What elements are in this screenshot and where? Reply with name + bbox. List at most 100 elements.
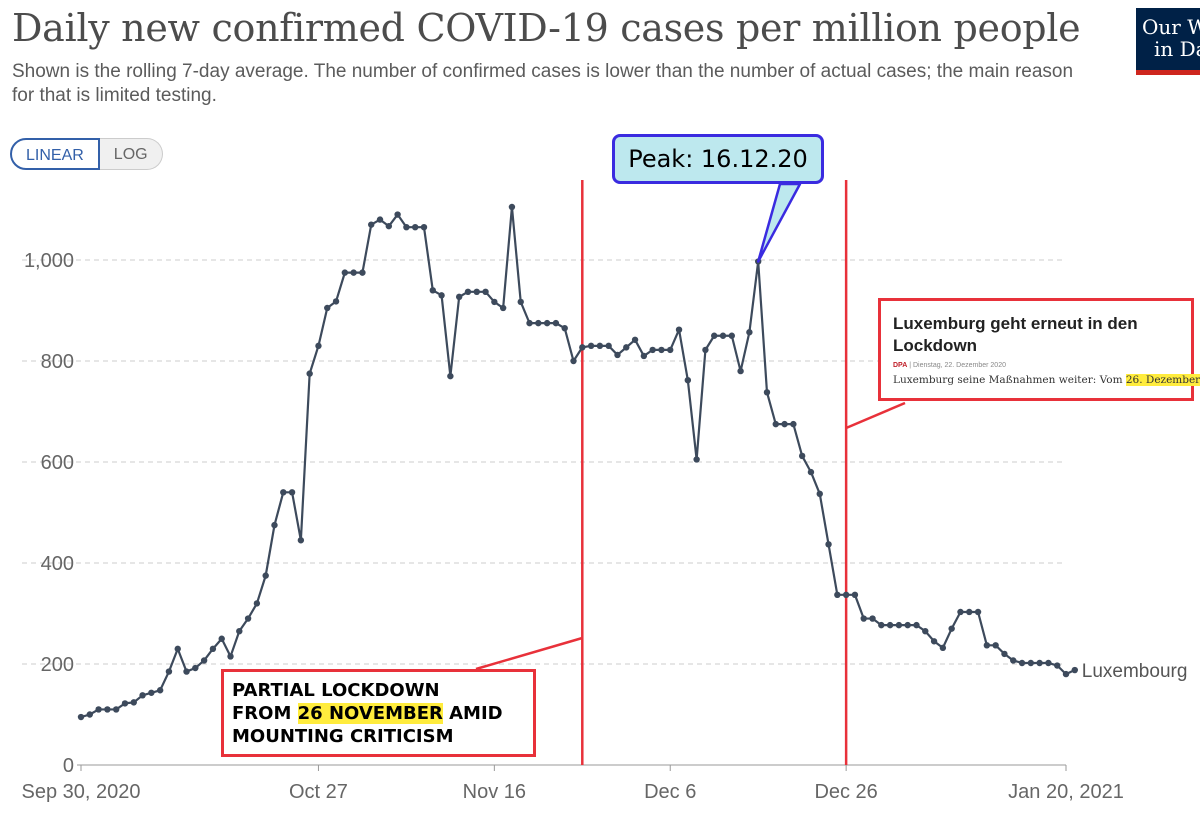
data-point	[139, 692, 146, 699]
data-point	[684, 376, 692, 384]
data-point	[315, 342, 322, 350]
data-point	[1062, 670, 1070, 678]
owid-logo[interactable]: Our World in Data	[1136, 8, 1200, 75]
news-body-pre: Luxemburg seine Maßnahmen weiter: Vom	[893, 374, 1126, 386]
data-point	[1054, 662, 1061, 669]
data-point	[561, 324, 568, 332]
lockdown-markers	[581, 180, 848, 765]
data-point	[798, 452, 806, 460]
data-point	[148, 689, 155, 696]
data-point	[420, 223, 428, 231]
data-point	[649, 346, 656, 354]
data-point	[332, 298, 340, 305]
y-axis-ticks: 0 200 400 600 800 1,000	[24, 250, 74, 777]
data-point	[596, 342, 604, 350]
series-label: Luxembourg	[1082, 661, 1188, 682]
linear-scale-button[interactable]: LINEAR	[10, 138, 100, 170]
data-point	[253, 600, 261, 607]
data-point	[491, 298, 498, 306]
x-axis-ticks: Sep 30, 2020 Oct 27 Nov 16 Dec 6 Dec 26 Jan 2…	[22, 765, 1124, 803]
data-point	[834, 591, 841, 599]
data-point	[473, 288, 480, 296]
data-point	[447, 372, 454, 380]
data-point	[464, 288, 472, 296]
data-point	[236, 627, 243, 635]
data-point	[640, 352, 648, 360]
y-tick-label: 1,000	[24, 250, 74, 272]
data-point	[403, 223, 410, 231]
data-point	[1010, 657, 1017, 664]
data-point	[825, 541, 832, 548]
data-point	[130, 699, 137, 706]
news-headline: Luxemburg geht erneut in den Lockdown	[893, 314, 1138, 355]
y-tick-label: 200	[41, 654, 74, 676]
data-point	[535, 319, 542, 327]
news-meta: DPA | Dienstag, 22. Dezember 2020	[893, 362, 1006, 369]
data-point	[1045, 659, 1052, 667]
data-point	[552, 319, 560, 327]
log-scale-button[interactable]: LOG	[99, 138, 163, 170]
data-point	[763, 389, 771, 396]
data-point	[728, 332, 736, 339]
data-point	[482, 288, 489, 296]
news-body-highlight: 26. Dezember	[1125, 374, 1200, 386]
callout-connectors	[475, 182, 906, 671]
news-date: Dienstag, 22. Dezember 2020	[912, 362, 1006, 369]
chart-subtitle: Shown is the rolling 7-day average. The …	[12, 61, 1074, 106]
data-point	[324, 304, 331, 312]
y-tick-label: 0	[63, 755, 74, 777]
data-point	[1036, 659, 1043, 667]
data-point	[455, 293, 463, 301]
data-point	[807, 468, 815, 476]
data-point	[271, 521, 278, 529]
data-point	[878, 621, 885, 629]
data-point	[499, 304, 507, 312]
data-point	[77, 713, 85, 721]
data-point	[623, 344, 630, 351]
data-point	[719, 332, 727, 339]
logo-line-1: Our World	[1142, 15, 1200, 39]
data-point	[790, 420, 797, 428]
peak-callout: Peak: 16.12.20	[612, 134, 824, 184]
data-point	[104, 706, 111, 713]
data-point	[1018, 659, 1026, 667]
data-point	[1001, 650, 1008, 658]
data-point	[667, 346, 674, 354]
data-point	[895, 621, 903, 629]
data-point	[262, 572, 269, 579]
data-point	[948, 625, 955, 632]
lockdown-connector	[475, 636, 583, 671]
data-point	[851, 591, 859, 599]
data-point	[244, 615, 252, 622]
data-point	[772, 420, 779, 428]
data-point	[209, 645, 217, 653]
data-point	[508, 203, 516, 211]
data-point	[192, 664, 199, 672]
data-point	[658, 346, 665, 354]
y-tick-label: 600	[41, 452, 74, 474]
data-point	[605, 342, 612, 350]
data-point	[350, 269, 357, 276]
data-point	[200, 657, 208, 664]
news-clipping: Luxemburg geht erneut in den Lockdown DP…	[878, 298, 1200, 401]
data-point	[368, 221, 375, 228]
data-point	[587, 342, 595, 350]
data-point	[781, 420, 788, 428]
data-point	[922, 627, 929, 635]
data-point	[1027, 659, 1035, 667]
data-point	[816, 490, 823, 498]
x-tick-label: Dec 26	[814, 781, 877, 803]
data-point	[95, 706, 102, 713]
data-point	[579, 344, 586, 351]
data-point	[693, 456, 700, 463]
scale-toggle: LINEAR LOG	[10, 138, 163, 170]
data-point	[376, 216, 384, 223]
chart-title: Daily new confirmed COVID-19 cases per m…	[12, 6, 1081, 50]
data-point	[86, 711, 93, 718]
news-body: Luxemburg seine Maßnahmen weiter: Vom 26…	[893, 374, 1200, 386]
data-point	[930, 638, 938, 645]
data-point	[517, 298, 524, 306]
data-point	[385, 222, 393, 230]
data-point	[957, 608, 964, 616]
data-point	[675, 326, 683, 333]
